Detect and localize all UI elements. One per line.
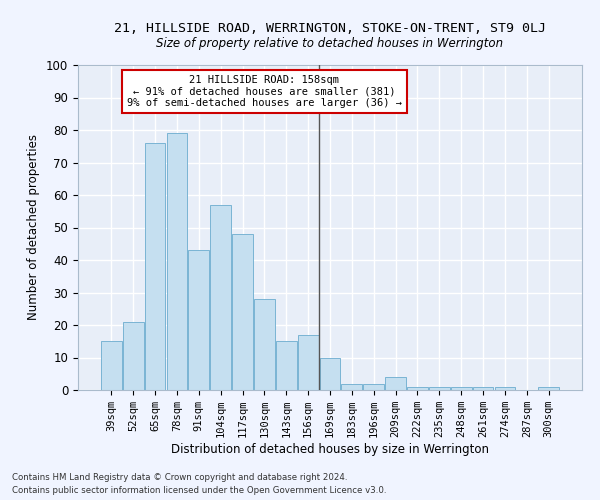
Bar (494, 387, 515, 390)
Bar (232, 234, 253, 390)
Bar (407, 387, 428, 390)
Bar (320, 358, 340, 390)
Text: 21, HILLSIDE ROAD, WERRINGTON, STOKE-ON-TRENT, ST9 0LJ: 21, HILLSIDE ROAD, WERRINGTON, STOKE-ON-… (114, 22, 546, 36)
Y-axis label: Number of detached properties: Number of detached properties (28, 134, 40, 320)
Bar (473, 387, 493, 390)
Bar (385, 377, 406, 390)
Text: Contains public sector information licensed under the Open Government Licence v3: Contains public sector information licen… (12, 486, 386, 495)
Bar (341, 384, 362, 390)
Text: Size of property relative to detached houses in Werrington: Size of property relative to detached ho… (157, 38, 503, 51)
Text: Contains HM Land Registry data © Crown copyright and database right 2024.: Contains HM Land Registry data © Crown c… (12, 474, 347, 482)
Bar (364, 384, 384, 390)
Bar (429, 387, 450, 390)
Text: 21 HILLSIDE ROAD: 158sqm
← 91% of detached houses are smaller (381)
9% of semi-d: 21 HILLSIDE ROAD: 158sqm ← 91% of detach… (127, 74, 402, 108)
Bar (188, 250, 209, 390)
Bar (167, 133, 187, 390)
Bar (276, 341, 296, 390)
Bar (101, 341, 122, 390)
Bar (538, 387, 559, 390)
Bar (451, 387, 472, 390)
Bar (254, 299, 275, 390)
Bar (145, 143, 166, 390)
Bar (210, 205, 231, 390)
Bar (298, 335, 319, 390)
X-axis label: Distribution of detached houses by size in Werrington: Distribution of detached houses by size … (171, 443, 489, 456)
Bar (123, 322, 143, 390)
